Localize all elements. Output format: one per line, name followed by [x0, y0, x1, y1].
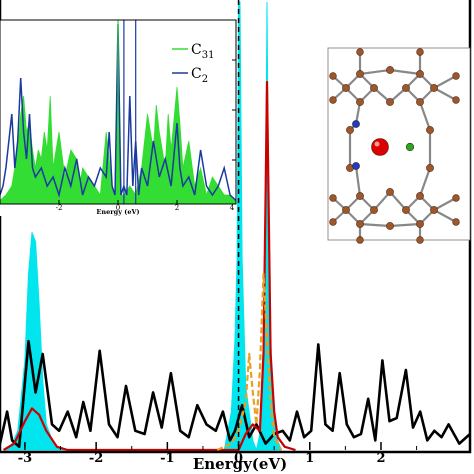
carbon-atom: [329, 218, 337, 226]
main-series-0-line: [0, 339, 471, 449]
structure-bond: [354, 165, 362, 197]
carbon-atom: [370, 206, 378, 214]
carbon-atom: [416, 220, 424, 228]
structure-bond: [389, 222, 421, 228]
carbon-atom: [416, 236, 424, 244]
carbon-atom: [452, 72, 460, 80]
carbon-atom: [386, 66, 394, 74]
inset-x-tick-label: -2: [56, 204, 63, 212]
carbon-atom: [416, 70, 424, 78]
inset-x-tick-label: 0: [116, 204, 120, 212]
carbon-atom: [346, 126, 354, 134]
nitrogen-atom: [352, 162, 360, 170]
structure-background: [327, 47, 471, 241]
main-x-tick-label: 1: [305, 451, 314, 466]
carbon-atom: [426, 164, 434, 172]
structure-bond: [433, 75, 457, 89]
main-x-ticks: -3 -2 -1 0 1 2: [18, 442, 418, 466]
carbon-atom: [386, 188, 394, 196]
inset-legend: C31 C2: [172, 42, 214, 85]
main-series-2-line: [3, 80, 296, 452]
structure-bond: [433, 197, 457, 211]
carbon-atom: [329, 194, 337, 202]
main-x-tick-label: -2: [89, 451, 103, 466]
carbon-atom: [386, 98, 394, 106]
main-x-tick-label: 2: [376, 451, 385, 466]
carbon-atom: [356, 192, 364, 200]
structure-bond: [389, 191, 407, 211]
carbon-atom: [430, 206, 438, 214]
molecular-structure-diagram: [327, 47, 471, 244]
carbon-atom: [356, 48, 364, 56]
structure-bond: [433, 87, 457, 101]
inset-x-tick-label: 4: [230, 204, 235, 212]
structure-bond: [359, 222, 391, 228]
carbon-atom: [386, 222, 394, 230]
carbon-atom: [356, 220, 364, 228]
metal-atom-highlight: [374, 141, 380, 147]
carbon-atom: [370, 84, 378, 92]
main-x-axis-label: Energy(eV): [193, 455, 287, 473]
nitrogen-atom: [352, 120, 360, 128]
inset-series-C2-line: [0, 23, 237, 201]
carbon-atom: [452, 96, 460, 104]
structure-atoms: [329, 48, 460, 244]
legend-label-c2: C2: [191, 66, 208, 85]
structure-bond: [359, 68, 391, 76]
main-x-tick-label: -1: [160, 451, 174, 466]
carbon-atom: [452, 218, 460, 226]
structure-bond: [433, 209, 457, 223]
carbon-atom: [416, 48, 424, 56]
carbon-atom: [416, 192, 424, 200]
main-x-tick-label: 0: [234, 451, 243, 466]
carbon-atom: [416, 98, 424, 106]
carbon-atom: [342, 84, 350, 92]
structure-bond: [418, 101, 432, 131]
carbon-atom: [356, 70, 364, 78]
carbon-atom: [426, 126, 434, 134]
main-series-3-line: [216, 272, 283, 452]
main-x-tick-label: -3: [18, 451, 32, 466]
inset-x-tick-label: 2: [175, 204, 179, 212]
carbon-atom: [402, 84, 410, 92]
metal-atom: [371, 138, 389, 156]
structure-bond: [418, 167, 432, 197]
carbon-atom: [402, 206, 410, 214]
inset-x-ticks: -2 0 2 4: [56, 59, 237, 212]
carbon-atom: [356, 236, 364, 244]
structure-bond: [373, 191, 391, 211]
dopant-atom: [405, 142, 415, 152]
carbon-atom: [329, 96, 337, 104]
structure-bond: [389, 68, 421, 76]
legend-label-c31: C31: [191, 42, 214, 61]
inset-series-layer: [0, 20, 237, 205]
carbon-atom: [329, 72, 337, 80]
carbon-atom: [452, 194, 460, 202]
inset-plot: -2 0 2 4 Energy (eV) C31 C2: [0, 19, 237, 216]
carbon-atom: [342, 206, 350, 214]
inset-x-axis-label: Energy (eV): [96, 208, 139, 216]
carbon-atom: [430, 84, 438, 92]
carbon-atom: [356, 98, 364, 106]
